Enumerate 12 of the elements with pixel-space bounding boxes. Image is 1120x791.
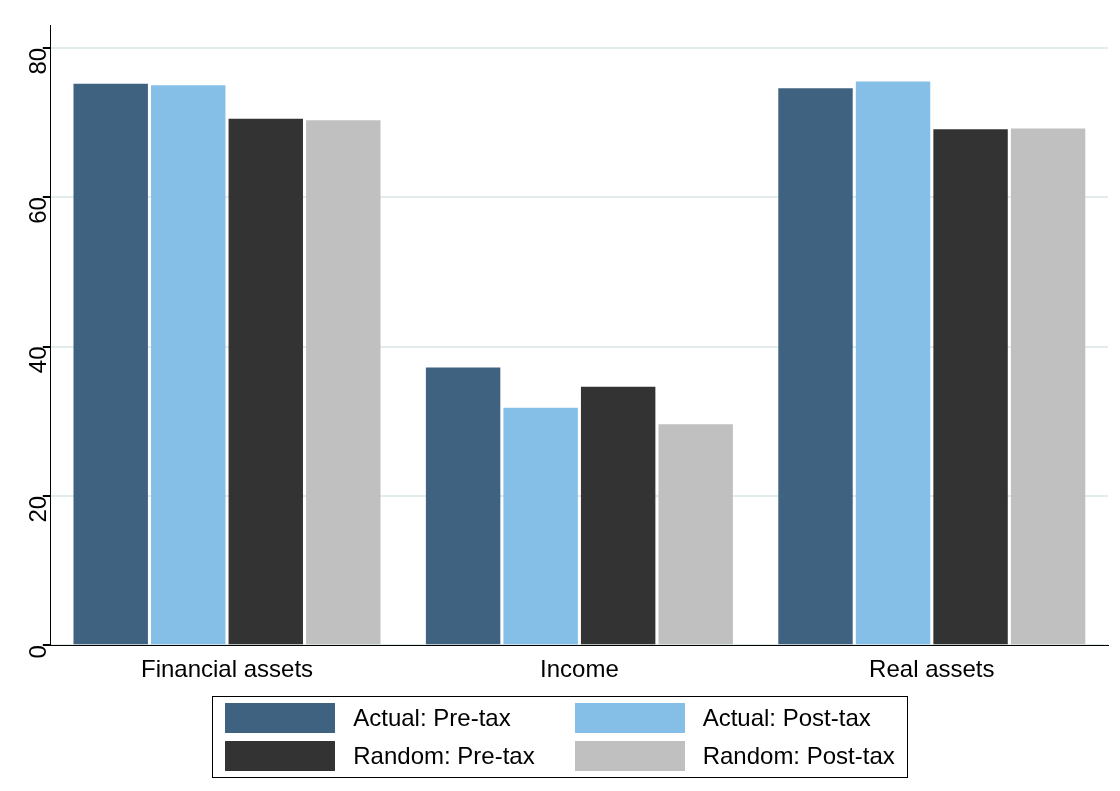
y-tick-label: 0 xyxy=(24,645,52,659)
y-tick-label: 80 xyxy=(24,47,52,75)
legend-label: Random: Post-tax xyxy=(702,742,895,770)
y-tick-label: 40 xyxy=(24,346,52,374)
x-tick-label: Financial assets xyxy=(140,655,314,683)
legend-label: Random: Pre-tax xyxy=(353,742,535,770)
y-tick-label: 60 xyxy=(24,197,52,224)
x-tick-label: Income xyxy=(540,655,619,683)
legend-label: Actual: Pre-tax xyxy=(353,704,511,732)
y-tick-label: 20 xyxy=(24,495,52,523)
legend-label: Actual: Post-tax xyxy=(702,704,871,732)
x-tick-label: Real assets xyxy=(869,655,995,683)
